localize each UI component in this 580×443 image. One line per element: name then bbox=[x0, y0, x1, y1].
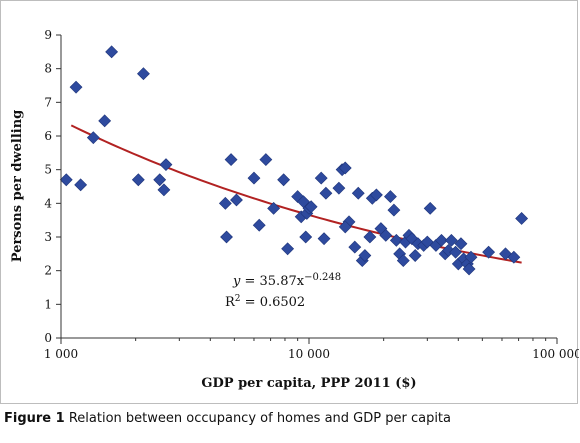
r-squared-line: R2 = 0.6502 bbox=[225, 294, 305, 310]
data-point bbox=[131, 173, 145, 187]
data-point bbox=[363, 230, 377, 244]
y-tick-label: 2 bbox=[44, 264, 52, 278]
y-axis-title: Persons per dwelling bbox=[10, 110, 25, 262]
data-point bbox=[137, 67, 150, 81]
y-tick-label: 8 bbox=[44, 62, 52, 76]
data-point bbox=[304, 200, 318, 214]
data-point bbox=[454, 237, 468, 251]
axes: 0 1 2 3 4 5 6 7 8 9 1 000 10 000 100 000 bbox=[44, 28, 580, 361]
data-point bbox=[369, 188, 383, 202]
equation-lhs: y bbox=[232, 274, 241, 289]
r-squared-power: 2 bbox=[235, 294, 241, 304]
data-point bbox=[482, 245, 496, 259]
data-point bbox=[464, 250, 478, 264]
data-point bbox=[74, 178, 88, 192]
y-tick-label: 4 bbox=[44, 196, 52, 210]
data-point bbox=[515, 212, 529, 225]
data-point bbox=[267, 201, 281, 215]
figure-caption: Figure 1 Relation between occupancy of h… bbox=[4, 411, 576, 426]
equation-rhs: = 35.87x bbox=[240, 274, 304, 289]
y-tick-label: 5 bbox=[44, 163, 52, 177]
x-axis-title: GDP per capita, PPP 2011 ($) bbox=[201, 376, 416, 391]
chart-frame: 0 1 2 3 4 5 6 7 8 9 1 000 10 000 100 000 GDP per cap… bbox=[0, 0, 580, 404]
data-point bbox=[379, 228, 393, 242]
data-point bbox=[281, 242, 295, 256]
r-squared-value: = 0.6502 bbox=[241, 295, 306, 310]
data-point bbox=[499, 247, 512, 261]
data-point bbox=[59, 173, 73, 187]
data-point bbox=[153, 173, 167, 187]
data-point bbox=[224, 153, 238, 166]
y-tick-label: 9 bbox=[44, 28, 52, 42]
x-tick-label: 1 000 bbox=[44, 347, 78, 361]
data-point bbox=[220, 230, 233, 244]
scatter-chart: 0 1 2 3 4 5 6 7 8 9 1 000 10 000 100 000 GDP per cap… bbox=[10, 28, 580, 391]
data-point bbox=[389, 233, 403, 247]
data-point bbox=[277, 173, 291, 187]
data-point bbox=[69, 80, 83, 94]
data-point bbox=[98, 114, 112, 128]
data-point bbox=[230, 193, 243, 207]
trendline-equation: y = 35.87x−0.248 R2 = 0.6502 bbox=[225, 272, 341, 311]
y-tick-label: 1 bbox=[44, 297, 52, 311]
data-point bbox=[358, 249, 372, 262]
data-point bbox=[435, 233, 448, 247]
data-point bbox=[332, 181, 346, 195]
y-tick-label: 3 bbox=[44, 230, 52, 244]
y-tick-label: 7 bbox=[44, 95, 52, 109]
data-point bbox=[351, 186, 365, 200]
data-point bbox=[218, 196, 232, 210]
data-point bbox=[423, 201, 437, 215]
data-point bbox=[396, 254, 410, 267]
data-point bbox=[338, 161, 352, 175]
data-point bbox=[338, 220, 352, 234]
caption-text: Relation between occupancy of homes and … bbox=[64, 411, 451, 426]
data-point bbox=[319, 186, 333, 200]
equation-line: y = 35.87x−0.248 bbox=[232, 272, 341, 290]
data-point bbox=[157, 183, 171, 197]
data-point bbox=[159, 158, 173, 172]
equation-exponent: −0.248 bbox=[304, 272, 341, 283]
caption-label: Figure 1 bbox=[4, 411, 65, 426]
data-point bbox=[105, 45, 119, 59]
data-point bbox=[259, 153, 273, 166]
r-squared-symbol: R bbox=[225, 295, 236, 310]
data-points bbox=[59, 45, 529, 276]
data-point bbox=[348, 240, 362, 254]
x-tick-label: 10 000 bbox=[288, 347, 330, 361]
data-point bbox=[247, 171, 261, 185]
data-point bbox=[317, 232, 331, 246]
x-tick-label: 100 000 bbox=[532, 347, 579, 361]
data-point bbox=[507, 250, 521, 264]
data-point bbox=[408, 249, 422, 262]
data-point bbox=[449, 245, 463, 259]
y-tick-label: 0 bbox=[44, 331, 52, 345]
data-point bbox=[462, 262, 476, 276]
data-point bbox=[387, 203, 401, 217]
data-point bbox=[299, 230, 313, 244]
data-point bbox=[252, 218, 266, 232]
data-point bbox=[86, 131, 100, 145]
data-point bbox=[314, 171, 328, 185]
data-point bbox=[384, 190, 397, 204]
data-point bbox=[444, 233, 458, 247]
y-tick-label: 6 bbox=[44, 129, 52, 143]
